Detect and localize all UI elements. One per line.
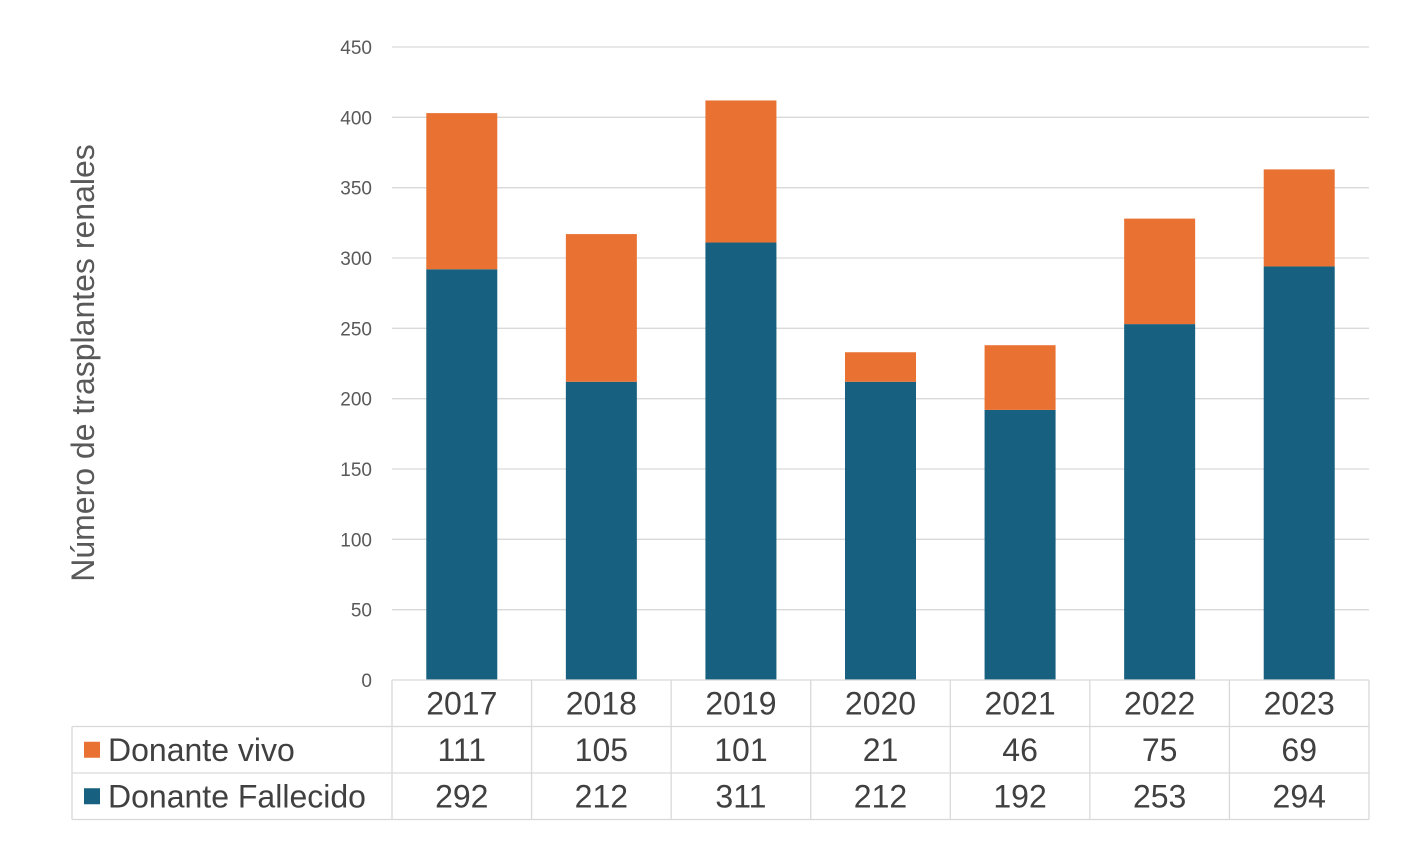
bar-donante-vivo-2019: [705, 100, 777, 243]
bar-donante-fallecido-2022: [1124, 324, 1196, 680]
bar-donante-vivo-2023: [1263, 169, 1335, 267]
table-value: 292: [435, 778, 488, 814]
bar-donante-fallecido-2023: [1263, 266, 1335, 680]
y-tick-label: 300: [340, 249, 372, 270]
table-value: 105: [575, 732, 628, 768]
y-tick-label: 250: [340, 319, 372, 340]
y-tick-label: 200: [340, 390, 372, 411]
bar-donante-fallecido-2018: [565, 381, 637, 680]
table-value: 69: [1281, 732, 1317, 768]
bar-donante-fallecido-2019: [705, 242, 777, 680]
y-tick-label: 350: [340, 179, 372, 200]
x-category-label: 2023: [1264, 685, 1335, 721]
x-category-label: 2021: [984, 685, 1055, 721]
bars: [426, 100, 1335, 680]
data-table: 2017 2018 2019 2020 2021 2022 2023 Donante vivo…: [71, 679, 1370, 821]
legend-label: Donante vivo: [108, 732, 295, 768]
table-value: 192: [993, 778, 1046, 814]
y-tick-label: 450: [340, 38, 372, 59]
table-value: 212: [575, 778, 628, 814]
y-tick-label: 400: [340, 108, 372, 129]
table-value: 294: [1273, 778, 1326, 814]
table-value: 253: [1133, 778, 1186, 814]
bar-donante-vivo-2018: [565, 234, 637, 382]
legend-swatch: [84, 741, 100, 758]
table-value: 21: [863, 732, 899, 768]
table-value: 111: [437, 732, 486, 768]
bar-donante-vivo-2021: [984, 345, 1056, 410]
bar-donante-fallecido-2020: [845, 381, 916, 680]
y-axis-ticks: 0 50 100 150 200 250 300 350 400 450: [340, 38, 372, 692]
legend-label: Donante Fallecido: [108, 778, 366, 814]
table-value: 212: [854, 778, 907, 814]
table-value: 311: [715, 778, 766, 814]
y-tick-label: 0: [361, 671, 372, 692]
bar-donante-fallecido-2017: [426, 269, 498, 680]
y-tick-label: 50: [351, 601, 372, 622]
x-category-label: 2018: [566, 685, 637, 721]
bar-donante-vivo-2020: [845, 352, 916, 382]
legend-swatch: [84, 788, 100, 805]
y-axis-label: Número de trasplantes renales: [65, 144, 101, 582]
table-value: 101: [714, 732, 767, 768]
x-category-label: 2020: [845, 685, 916, 721]
bar-donante-vivo-2022: [1124, 218, 1196, 325]
y-tick-label: 150: [340, 460, 372, 481]
bar-donante-vivo-2017: [426, 113, 498, 270]
y-tick-label: 100: [340, 530, 372, 551]
gridlines: [392, 46, 1369, 611]
x-category-label: 2022: [1124, 685, 1195, 721]
table-value: 46: [1002, 732, 1038, 768]
bar-donante-fallecido-2021: [984, 409, 1056, 680]
table-value: 75: [1142, 732, 1178, 768]
x-category-label: 2019: [705, 685, 776, 721]
x-category-label: 2017: [426, 685, 497, 721]
